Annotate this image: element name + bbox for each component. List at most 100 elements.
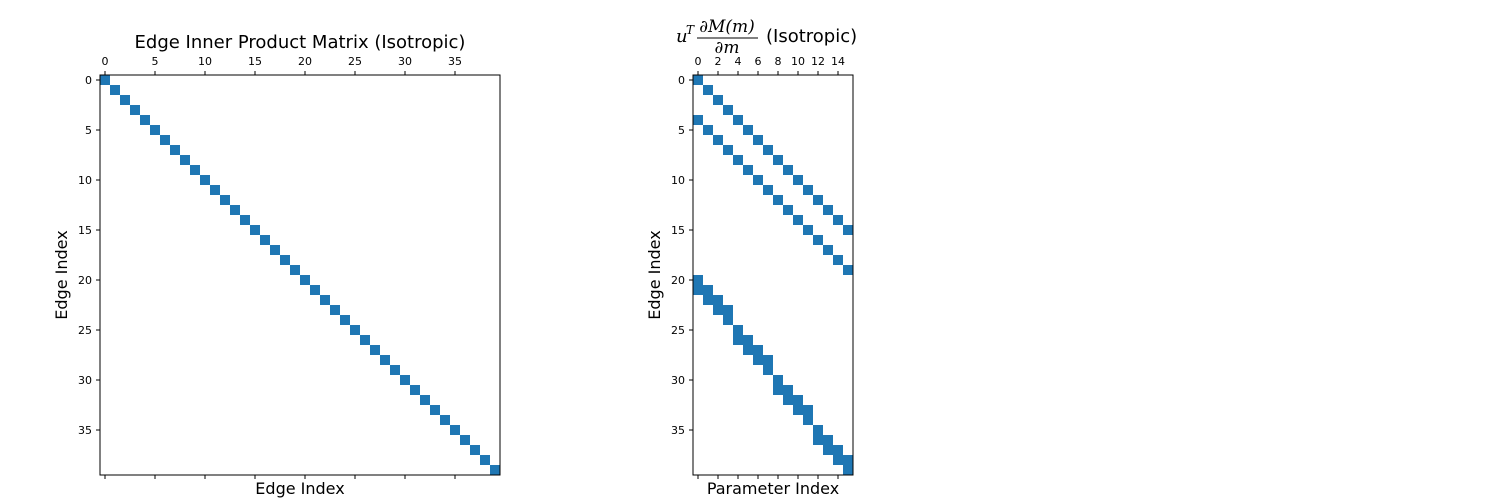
matrix-cell xyxy=(793,395,803,405)
matrix-cell xyxy=(753,345,763,355)
matrix-cell xyxy=(320,295,330,305)
matrix-cell xyxy=(813,235,823,245)
matrix-cell xyxy=(843,225,853,235)
matrix-cell xyxy=(460,435,470,445)
matrix-cell xyxy=(833,445,843,455)
x-tick-label: 30 xyxy=(398,55,412,68)
matrix-cell xyxy=(743,345,753,355)
matrix-cell xyxy=(240,215,250,225)
matrix-cell xyxy=(813,435,823,445)
matrix-cell xyxy=(843,265,853,275)
matrix-cell xyxy=(703,295,713,305)
matrix-cell xyxy=(763,185,773,195)
plot-frame xyxy=(692,74,854,476)
matrix-cell xyxy=(743,165,753,175)
x-tick-label: 5 xyxy=(152,55,159,68)
matrix-cell xyxy=(803,225,813,235)
matrix-cell xyxy=(440,415,450,425)
matrix-cell xyxy=(813,425,823,435)
matrix-cell xyxy=(430,405,440,415)
matrix-cell xyxy=(733,335,743,345)
y-tick-label: 5 xyxy=(85,124,92,137)
x-tick-label: 0 xyxy=(102,55,109,68)
matrix-cell xyxy=(833,255,843,265)
matrix-cell xyxy=(390,365,400,375)
matrix-cell xyxy=(160,135,170,145)
matrix-cell xyxy=(220,195,230,205)
matrix-cell xyxy=(803,185,813,195)
matrix-cell xyxy=(793,405,803,415)
matrix-cell xyxy=(823,435,833,445)
y-tick-label: 10 xyxy=(671,174,685,187)
x-tick-label: 6 xyxy=(755,55,762,68)
matrix-cell xyxy=(270,245,280,255)
matrix-cell xyxy=(733,325,743,335)
matrix-cell xyxy=(713,135,723,145)
y-axis-label: Edge Index xyxy=(52,230,71,319)
matrix-cell xyxy=(190,165,200,175)
matrix-cell xyxy=(693,285,703,295)
x-tick-label: 8 xyxy=(775,55,782,68)
x-axis-label: Parameter Index xyxy=(707,479,839,498)
matrix-cell xyxy=(210,185,220,195)
matrix-cell xyxy=(140,115,150,125)
x-tick-label: 25 xyxy=(348,55,362,68)
y-tick-label: 30 xyxy=(671,374,685,387)
matrix-cell xyxy=(693,115,703,125)
y-tick-label: 35 xyxy=(78,424,92,437)
matrix-cell xyxy=(773,155,783,165)
matrix-cell xyxy=(833,455,843,465)
matrix-cell xyxy=(300,275,310,285)
title-suffix: (Isotropic) xyxy=(766,26,857,47)
matrix-cell xyxy=(693,75,703,85)
matrix-cell xyxy=(753,355,763,365)
matrix-cell xyxy=(803,415,813,425)
matrix-cell xyxy=(773,195,783,205)
x-tick-label: 14 xyxy=(831,55,845,68)
y-tick-label: 25 xyxy=(78,324,92,337)
matrix-cell xyxy=(450,425,460,435)
plot-frame xyxy=(99,74,501,476)
matrix-cell xyxy=(703,85,713,95)
matrix-cell xyxy=(200,175,210,185)
matrix-cell xyxy=(753,175,763,185)
matrix-cell xyxy=(693,275,703,285)
matrix-cell xyxy=(480,455,490,465)
matrix-cell xyxy=(150,125,160,135)
matrix-cell xyxy=(833,215,843,225)
title-denominator: ∂m xyxy=(715,38,740,58)
matrix-cell xyxy=(350,325,360,335)
matrix-cell xyxy=(230,205,240,215)
matrix-cell xyxy=(753,135,763,145)
matrix-cell xyxy=(170,145,180,155)
matrix-cell xyxy=(110,85,120,95)
matrix-cell xyxy=(743,335,753,345)
matrix-cell xyxy=(783,165,793,175)
matrix-cell xyxy=(723,315,733,325)
y-tick-label: 20 xyxy=(78,274,92,287)
y-tick-label: 0 xyxy=(678,74,685,87)
title-u: u xyxy=(676,26,688,47)
matrix-cell xyxy=(843,455,853,465)
x-tick-label: 12 xyxy=(811,55,825,68)
matrix-cell xyxy=(793,175,803,185)
y-tick-label: 35 xyxy=(671,424,685,437)
y-tick-label: 20 xyxy=(671,274,685,287)
matrix-cell xyxy=(280,255,290,265)
y-tick-label: 15 xyxy=(78,224,92,237)
matrix-cell xyxy=(763,355,773,365)
matrix-cell xyxy=(420,395,430,405)
matrix-cell xyxy=(703,285,713,295)
matrix-cell xyxy=(773,385,783,395)
matrix-cell xyxy=(733,115,743,125)
matrix-cell xyxy=(723,145,733,155)
y-tick-label: 15 xyxy=(671,224,685,237)
matrix-cell xyxy=(703,125,713,135)
y-tick-label: 10 xyxy=(78,174,92,187)
matrix-cell xyxy=(723,105,733,115)
x-tick-label: 4 xyxy=(735,55,742,68)
matrix-cell xyxy=(250,225,260,235)
matrix-cell xyxy=(330,305,340,315)
x-tick-label: 10 xyxy=(198,55,212,68)
title-numerator: ∂M(m) xyxy=(699,17,755,37)
